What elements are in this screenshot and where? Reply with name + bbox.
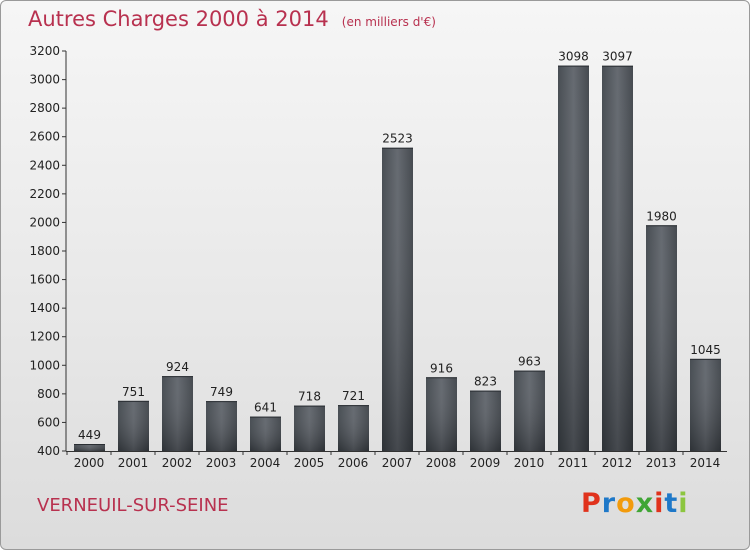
bar-2014: 1045: [690, 343, 721, 451]
data-label: 2523: [382, 132, 413, 146]
bar-shade: [690, 358, 721, 451]
data-label: 823: [474, 375, 497, 389]
bar-2010: 963: [514, 355, 545, 451]
y-axis: 400 600 800 1000 1200 1400 1600 1800 2000 2200 240…: [29, 44, 67, 458]
y-tick-label: 2400: [29, 158, 60, 172]
x-tick-label: 2013: [646, 456, 677, 470]
bar-shade: [514, 370, 545, 451]
data-label: 749: [210, 385, 233, 399]
y-tick-label: 1200: [29, 330, 60, 344]
logo-letter: i: [654, 488, 665, 519]
bar-2006: 721: [338, 389, 369, 451]
bar-2001: 751: [118, 385, 149, 451]
chart-title-unit: (en milliers d'€): [341, 15, 436, 29]
chart-title-main: Autres Charges 2000 à 2014: [28, 7, 329, 31]
bar-shade: [294, 405, 325, 451]
bar-shade: [74, 444, 105, 451]
y-tick-label: 800: [37, 387, 60, 401]
data-label: 1045: [690, 343, 721, 357]
bar-shade: [602, 65, 633, 451]
y-tick-label: 2200: [29, 187, 60, 201]
bar-shade: [250, 416, 281, 451]
logo-letter: o: [616, 488, 636, 519]
bar-2000: 449: [74, 428, 105, 451]
bar-2008: 916: [426, 361, 457, 451]
x-tick-label: 2009: [470, 456, 501, 470]
data-label: 916: [430, 361, 453, 375]
y-tick-label: 1000: [29, 358, 60, 372]
bar-2004: 641: [250, 401, 281, 451]
data-label: 721: [342, 389, 365, 403]
bar-shade: [646, 225, 677, 451]
data-label: 3097: [602, 50, 633, 64]
logo-letter: i: [678, 488, 689, 519]
bar-2002: 924: [162, 360, 193, 451]
bar-2005: 718: [294, 390, 325, 451]
bar-shade: [558, 65, 589, 452]
bar-shade: [426, 377, 457, 451]
y-tick-label: 600: [37, 415, 60, 429]
data-label: 718: [298, 390, 321, 404]
proxiti-logo: Proxiti: [581, 488, 689, 519]
bar-2007: 2523: [382, 132, 413, 451]
data-label: 1980: [646, 209, 677, 223]
y-tick-label: 2600: [29, 130, 60, 144]
y-tick-label: 1400: [29, 301, 60, 315]
y-tick-label: 2000: [29, 215, 60, 229]
bar-shade: [206, 401, 237, 451]
bar-shade: [382, 147, 413, 451]
x-tick-label: 2000: [74, 456, 105, 470]
logo-letter: t: [664, 488, 679, 519]
y-tick-label: 400: [37, 444, 60, 458]
bar-shade: [162, 376, 193, 451]
x-tick-label: 2014: [690, 456, 721, 470]
x-tick-label: 2008: [426, 456, 457, 470]
y-tick-label: 2800: [29, 101, 60, 115]
x-tick-label: 2010: [514, 456, 545, 470]
logo-letter: P: [581, 488, 602, 519]
x-tick-label: 2004: [250, 456, 281, 470]
bar-2011: 3098: [558, 50, 589, 452]
y-tick-label: 3200: [29, 44, 60, 58]
data-label: 449: [78, 428, 101, 442]
bar-2003: 749: [206, 385, 237, 451]
data-label: 751: [122, 385, 145, 399]
x-tick-label: 2005: [294, 456, 325, 470]
bars-group: 449 751 924 749 641 718 721 2523 916 823 963 3098 30…: [74, 50, 721, 452]
bar-2013: 1980: [646, 209, 677, 451]
data-label: 924: [166, 360, 189, 374]
x-tick-label: 2001: [118, 456, 149, 470]
data-label: 3098: [558, 50, 589, 64]
logo-letter: r: [601, 488, 617, 519]
bar-shade: [118, 400, 149, 451]
y-tick-label: 1800: [29, 244, 60, 258]
bar-2012: 3097: [602, 50, 633, 451]
x-tick-label: 2011: [558, 456, 589, 470]
data-label: 963: [518, 355, 541, 369]
data-label: 641: [254, 401, 277, 415]
y-tick-label: 1600: [29, 273, 60, 287]
commune-name: VERNEUIL-SUR-SEINE: [37, 495, 229, 516]
x-tick-label: 2002: [162, 456, 193, 470]
bar-shade: [470, 390, 501, 451]
y-tick-label: 3000: [29, 73, 60, 87]
bar-shade: [338, 405, 369, 451]
x-tick-label: 2012: [602, 456, 633, 470]
x-tick-label: 2006: [338, 456, 369, 470]
x-tick-label: 2007: [382, 456, 413, 470]
bar-2009: 823: [470, 375, 501, 451]
chart-title: Autres Charges 2000 à 2014 (en milliers …: [28, 7, 436, 31]
x-tick-label: 2003: [206, 456, 237, 470]
logo-letter: x: [635, 488, 655, 519]
x-axis: 2000 2001 2002 2003 2004 2005 2006 2007 2008 2009…: [66, 451, 727, 470]
